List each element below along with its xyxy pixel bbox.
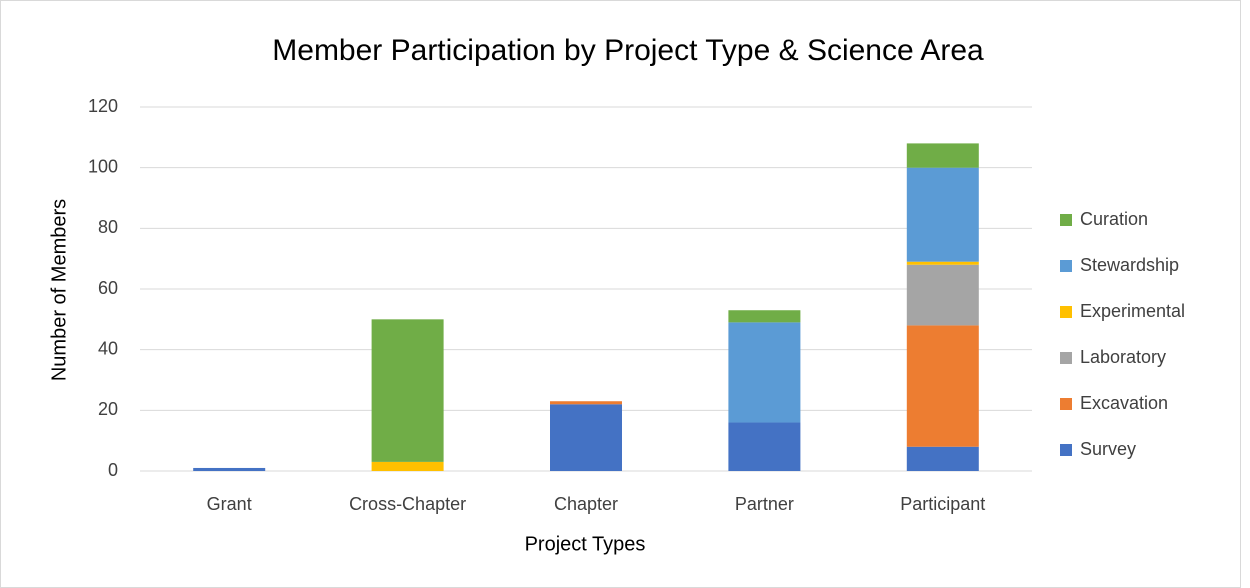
bar-segment [906, 446, 979, 471]
legend-label: Experimental [1080, 301, 1185, 321]
y-tick-label: 80 [98, 217, 118, 237]
legend-swatch [1060, 398, 1072, 410]
x-tick-label: Partner [735, 494, 794, 514]
y-tick-label: 120 [88, 96, 118, 116]
legend-label: Survey [1080, 439, 1136, 459]
y-tick-label: 20 [98, 399, 118, 419]
legend-swatch [1060, 352, 1072, 364]
bar-segment [193, 467, 266, 471]
legend-label: Curation [1080, 209, 1148, 229]
bar-segment [550, 404, 622, 471]
y-tick-label: 0 [108, 460, 118, 480]
bar-segment [906, 264, 979, 326]
bar-segment [906, 143, 979, 168]
bar-segment [728, 322, 801, 423]
legend-swatch [1060, 444, 1072, 456]
legend-label: Laboratory [1080, 347, 1166, 367]
legend-swatch [1060, 260, 1072, 272]
y-axis-title: Number of Members [48, 199, 70, 381]
x-tick-label: Participant [900, 494, 985, 514]
bar-segment [906, 167, 979, 262]
legend-label: Stewardship [1080, 255, 1179, 275]
bar-segment [906, 261, 979, 265]
bar-segment [728, 422, 801, 471]
bar-segment [906, 325, 979, 447]
legend-label: Excavation [1080, 393, 1168, 413]
y-tick-label: 100 [88, 156, 118, 176]
x-tick-label: Chapter [554, 494, 618, 514]
x-axis-title: Project Types [525, 533, 646, 555]
legend-swatch [1060, 214, 1072, 226]
x-tick-label: Grant [207, 494, 252, 514]
y-tick-label: 60 [98, 278, 118, 298]
chart-title: Member Participation by Project Type & S… [272, 34, 984, 67]
bar-segment [550, 401, 622, 405]
x-tick-label: Cross-Chapter [349, 494, 466, 514]
bar-segment [371, 461, 444, 471]
bar-segment [728, 310, 801, 323]
y-tick-label: 40 [98, 338, 118, 358]
legend-swatch [1060, 306, 1072, 318]
bar-segment [371, 319, 444, 462]
